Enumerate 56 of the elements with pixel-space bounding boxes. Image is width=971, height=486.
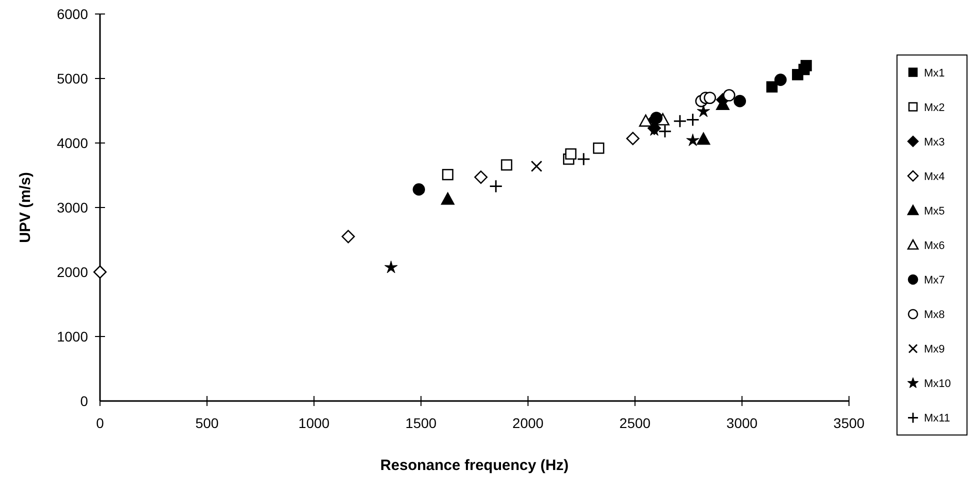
- point: [639, 114, 652, 127]
- point: [723, 89, 736, 102]
- y-axis-title: UPV (m/s): [17, 172, 34, 243]
- legend-label: Mx3: [924, 136, 945, 148]
- legend-label: Mx2: [924, 102, 945, 114]
- legend-label: Mx5: [924, 205, 945, 218]
- x-tick-label: 3500: [833, 415, 865, 431]
- x-tick-label: 3000: [726, 415, 758, 431]
- legend-label: Mx10: [924, 378, 951, 390]
- y-tick-label: 5000: [56, 70, 88, 86]
- legend-label: Mx9: [924, 344, 945, 356]
- point: [342, 230, 355, 244]
- point: [696, 132, 710, 145]
- point: [626, 132, 640, 146]
- y-tick-label: 0: [80, 393, 88, 409]
- point: [800, 60, 812, 72]
- point: [658, 124, 672, 138]
- point: [530, 160, 542, 172]
- legend-label: Mx11: [924, 412, 950, 425]
- legend-label: Mx4: [924, 170, 945, 183]
- point: [734, 94, 746, 108]
- point: [697, 104, 710, 117]
- y-tick-label: 3000: [56, 200, 88, 216]
- point: [673, 114, 687, 128]
- point: [592, 142, 604, 154]
- point: [686, 134, 700, 146]
- x-tick-label: 1500: [405, 415, 437, 431]
- point: [93, 265, 107, 279]
- x-tick-label: 2500: [619, 415, 651, 431]
- point: [474, 170, 488, 184]
- point: [384, 260, 398, 274]
- point: [774, 74, 787, 86]
- y-tick-label: 4000: [56, 135, 88, 151]
- point: [766, 81, 778, 93]
- point: [650, 112, 663, 124]
- legend-label: Mx6: [924, 240, 945, 252]
- x-tick-label: 1000: [298, 415, 330, 431]
- x-tick-label: 500: [195, 415, 219, 431]
- point: [576, 152, 590, 166]
- legend-label: Mx7: [924, 274, 945, 287]
- x-axis-title: Resonance frequency (Hz): [380, 457, 569, 474]
- legend-label: Mx1: [924, 67, 945, 80]
- y-tick-label: 2000: [56, 264, 88, 280]
- x-tick-label: 2000: [512, 415, 544, 431]
- point: [500, 159, 512, 171]
- point: [686, 113, 700, 127]
- point: [442, 168, 454, 180]
- point: [412, 183, 426, 196]
- legend-label: Mx8: [924, 309, 945, 322]
- point: [565, 148, 576, 160]
- y-tick-label: 1000: [56, 328, 88, 344]
- point: [489, 179, 503, 193]
- x-tick-label: 0: [96, 415, 104, 431]
- y-tick-label: 6000: [56, 6, 88, 22]
- point: [441, 192, 454, 205]
- point: [704, 92, 716, 104]
